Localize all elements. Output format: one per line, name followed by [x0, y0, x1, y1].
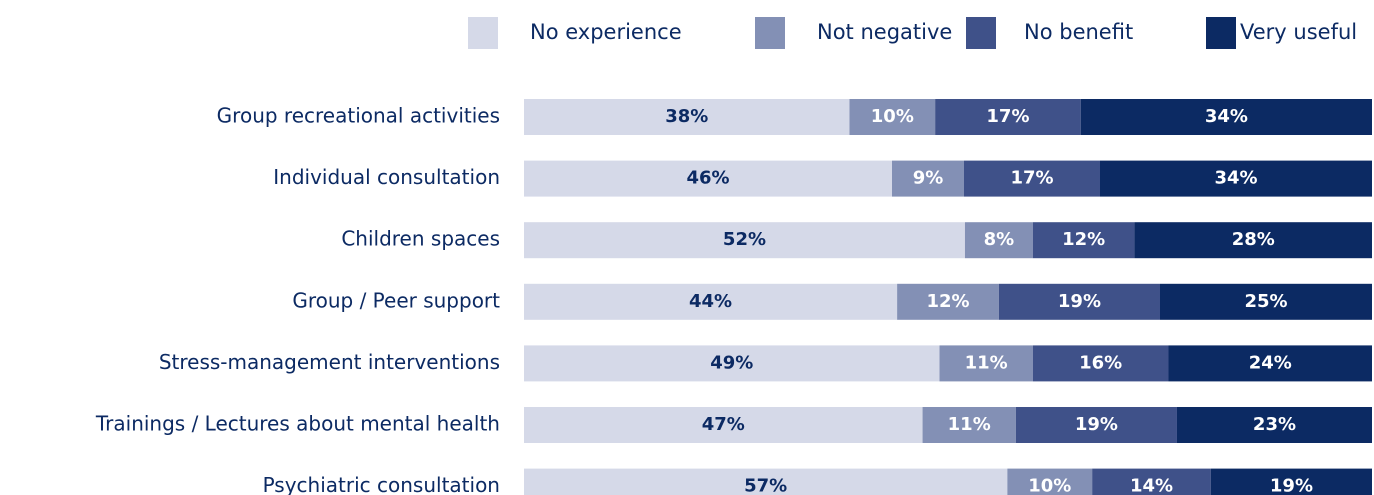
- value-label: 19%: [1270, 476, 1313, 495]
- value-label: 19%: [1075, 414, 1118, 435]
- value-label: 14%: [1130, 476, 1173, 495]
- value-label: 16%: [1079, 352, 1122, 373]
- bar-segment: [1032, 345, 1169, 382]
- value-label: 24%: [1249, 352, 1292, 373]
- bar-segment: [897, 283, 999, 320]
- bar-segment: [849, 99, 936, 135]
- bar-segment: [1168, 345, 1372, 382]
- value-label: 25%: [1244, 291, 1287, 312]
- category-label: Group / Peer support: [292, 288, 500, 312]
- value-label: 44%: [689, 291, 732, 312]
- legend-swatch: [755, 17, 785, 49]
- category-label: Individual consultation: [273, 165, 500, 189]
- category-label: Children spaces: [341, 227, 500, 251]
- bar-segment: [1134, 222, 1372, 259]
- value-label: 11%: [948, 414, 991, 435]
- bar-segment: [1160, 283, 1372, 320]
- legend-label: Very useful: [1240, 20, 1357, 44]
- legend-swatch: [966, 17, 996, 49]
- legend-label: Not negative: [817, 20, 952, 44]
- bar-segment: [524, 407, 923, 443]
- bar-segment: [935, 99, 1081, 135]
- value-label: 34%: [1214, 168, 1257, 189]
- bar-segment: [524, 222, 965, 259]
- legend-label: No experience: [530, 20, 682, 44]
- value-label: 17%: [1010, 168, 1053, 189]
- value-label: 23%: [1253, 414, 1296, 435]
- bar-segment: [524, 468, 1008, 495]
- value-label: 8%: [984, 229, 1015, 250]
- legend-label: No benefit: [1024, 20, 1133, 44]
- value-label: 19%: [1058, 291, 1101, 312]
- bar-segment: [1080, 99, 1372, 135]
- category-label: Stress-management interventions: [159, 350, 500, 374]
- bar-segment: [524, 160, 892, 197]
- bar-segment: [524, 283, 898, 320]
- bar-segment: [922, 407, 1016, 443]
- value-label: 34%: [1205, 106, 1248, 127]
- value-label: 57%: [744, 476, 787, 495]
- value-label: 12%: [1062, 229, 1105, 250]
- value-label: 38%: [665, 106, 708, 127]
- value-label: 46%: [686, 168, 729, 189]
- bar-segment: [892, 160, 964, 197]
- value-label: 52%: [723, 229, 766, 250]
- value-label: 12%: [926, 291, 969, 312]
- bar-segment: [964, 222, 1033, 259]
- bar-segment: [1032, 222, 1135, 259]
- bar-segment: [964, 160, 1100, 197]
- category-label: Psychiatric consultation: [263, 473, 500, 495]
- category-label: Group recreational activities: [217, 104, 500, 128]
- value-label: 10%: [1028, 476, 1071, 495]
- bar-segment: [998, 283, 1160, 320]
- bar-segment: [1176, 407, 1372, 443]
- bar-segment: [1015, 407, 1177, 443]
- value-label: 9%: [913, 168, 944, 189]
- bar-segment: [524, 99, 850, 135]
- value-label: 28%: [1232, 229, 1275, 250]
- value-label: 47%: [702, 414, 745, 435]
- value-label: 49%: [710, 352, 753, 373]
- legend-swatch: [468, 17, 498, 49]
- bar-segment: [939, 345, 1033, 382]
- legend-swatch: [1206, 17, 1236, 49]
- bar-segment: [1007, 468, 1093, 495]
- value-label: 11%: [965, 352, 1008, 373]
- bar-segment: [1092, 468, 1211, 495]
- value-label: 10%: [871, 106, 914, 127]
- bar-segment: [1100, 160, 1372, 197]
- category-label: Trainings / Lectures about mental health: [95, 412, 500, 436]
- value-label: 17%: [986, 106, 1029, 127]
- bar-segment: [1210, 468, 1372, 495]
- bar-segment: [524, 345, 940, 382]
